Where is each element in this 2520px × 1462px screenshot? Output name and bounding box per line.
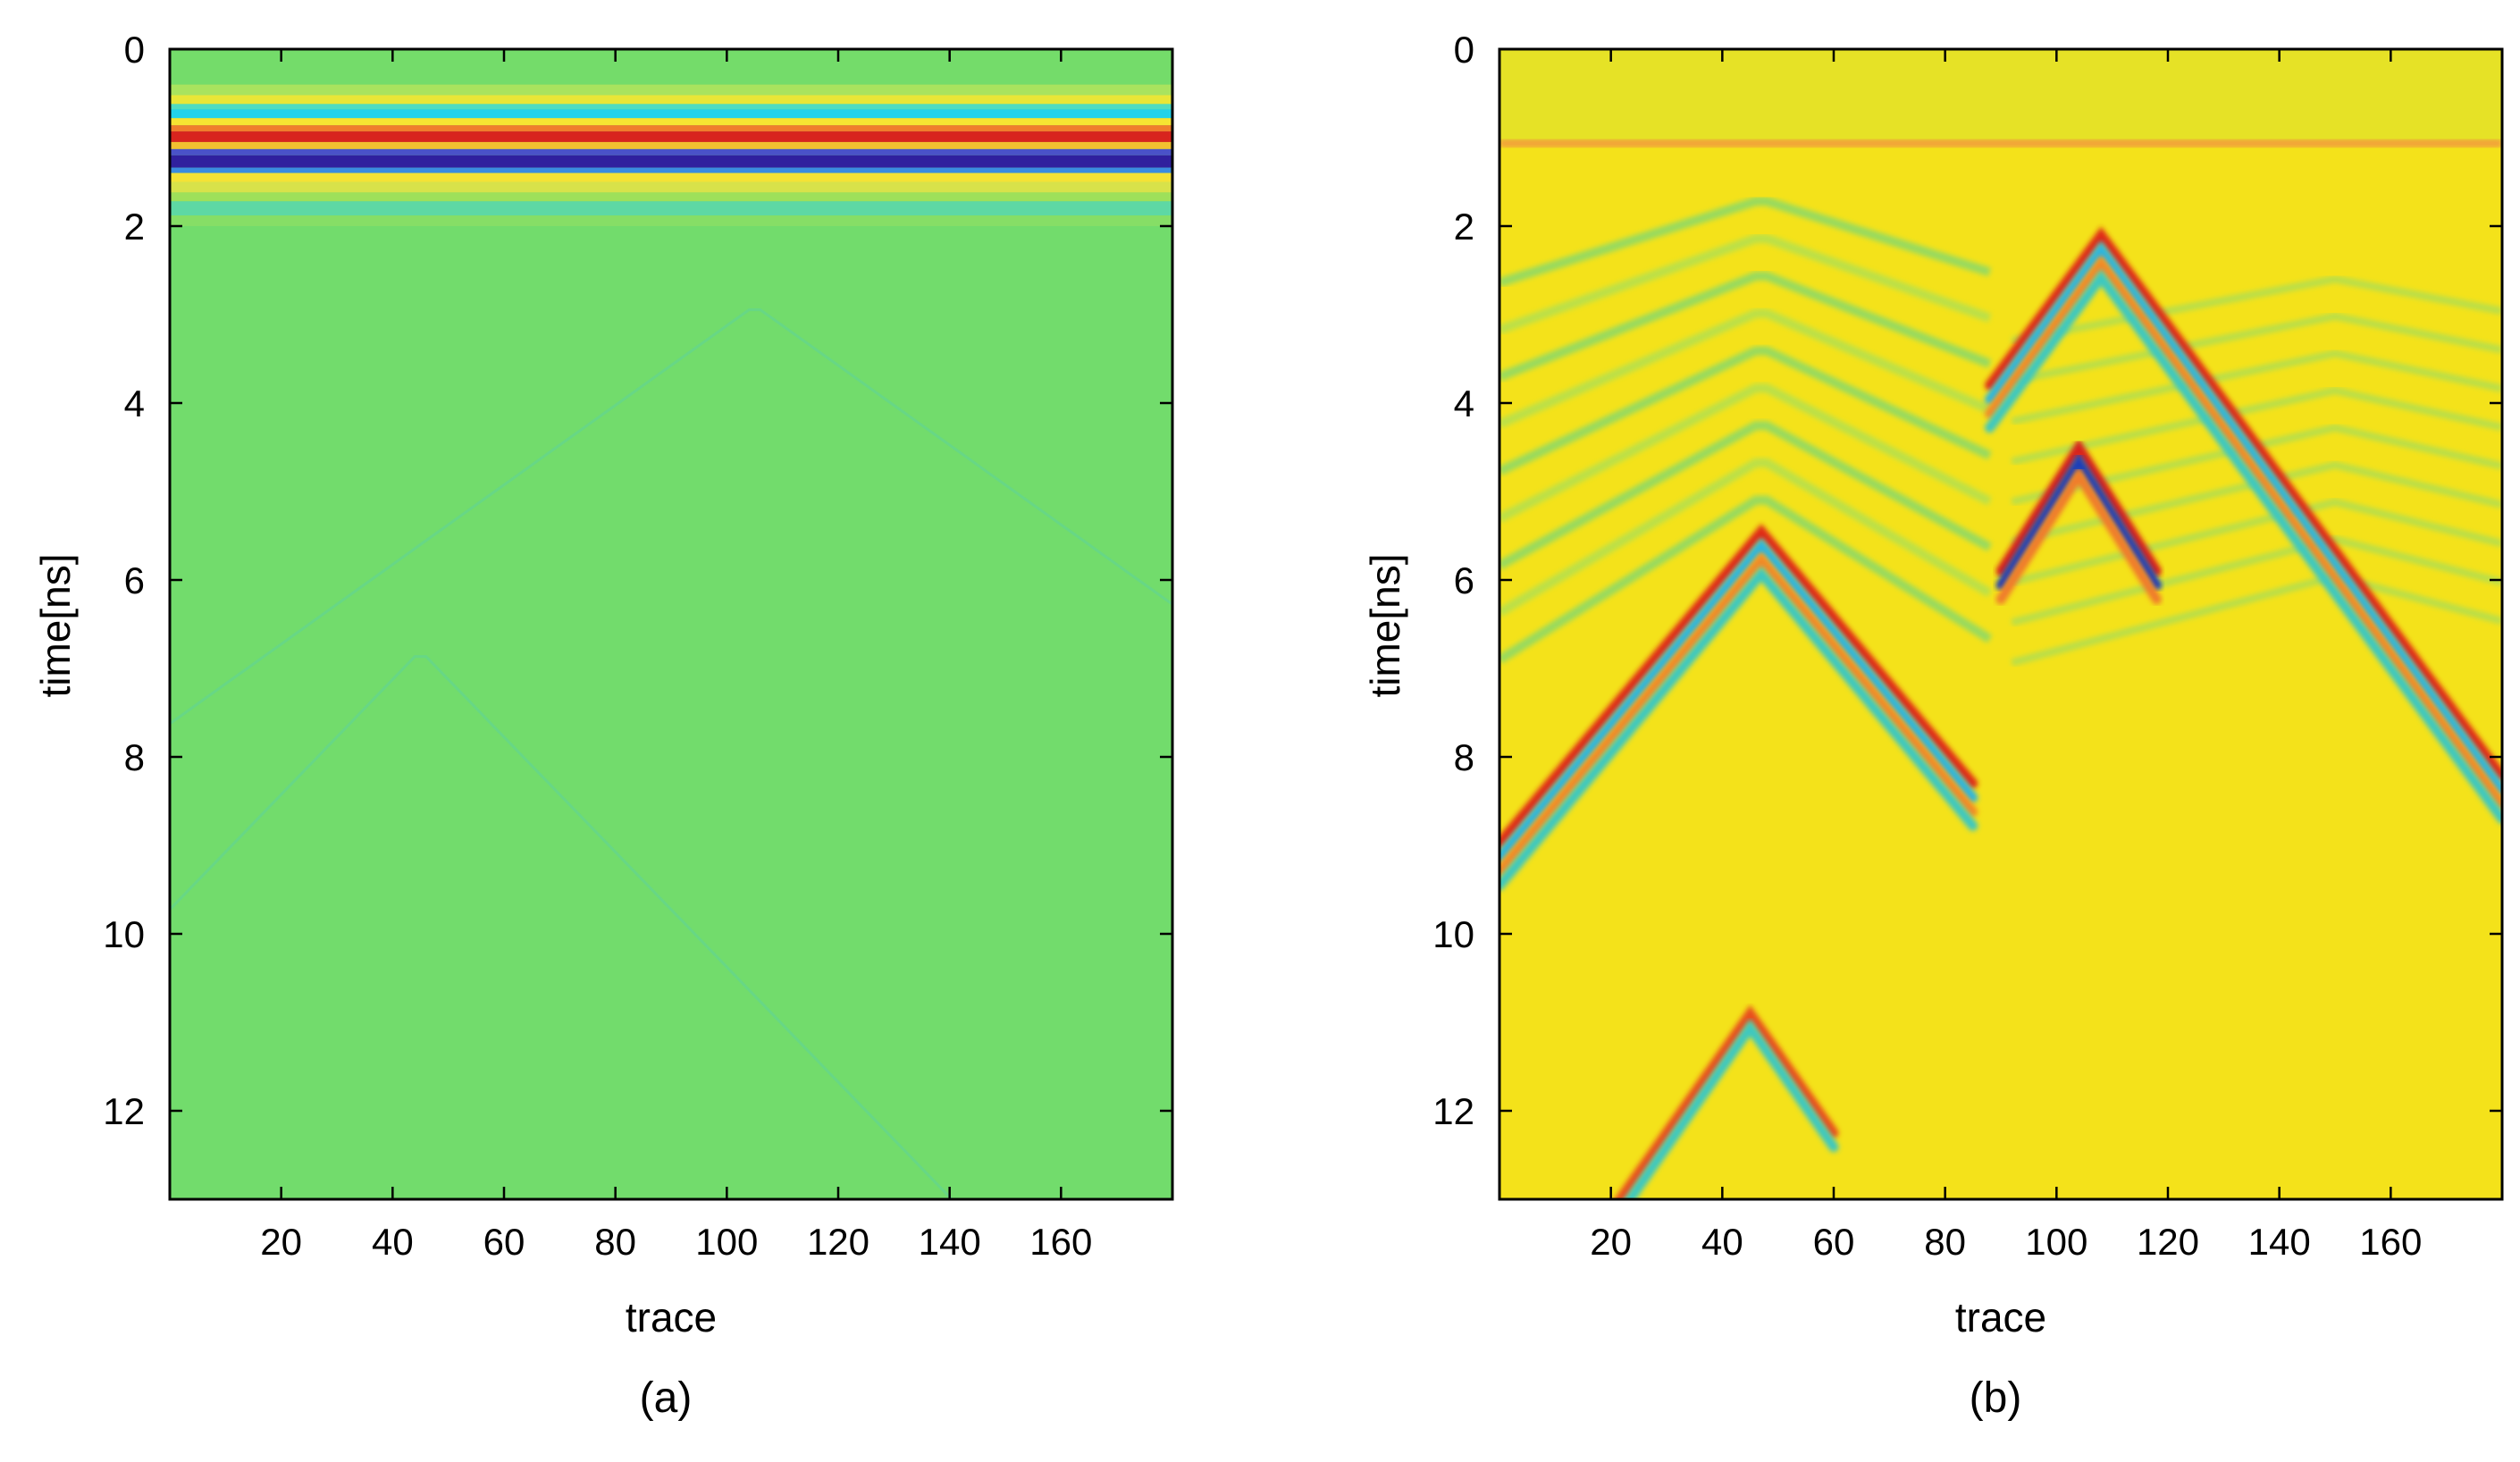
panel-b-x-axis-label: trace xyxy=(1955,1294,2046,1340)
panel-b-ringing-arc xyxy=(2011,349,2502,425)
panel-a-band xyxy=(170,109,1172,119)
panel-b-x-tick-label: 100 xyxy=(2025,1221,2087,1263)
panel-a-band xyxy=(170,155,1172,168)
panel-b-ringing-arc xyxy=(1499,197,1992,288)
panel-a-band xyxy=(170,49,1172,85)
panel-b-hyperbola-reflection xyxy=(1614,1004,1839,1199)
panel-b-y-tick-label: 4 xyxy=(1454,382,1474,424)
panel-a-plot-area xyxy=(170,49,1172,1199)
panel-a-band xyxy=(170,131,1172,142)
panel-b-ringing-arc xyxy=(2011,275,2502,345)
panel-b-ringing-arc xyxy=(2011,312,2502,385)
panel-b-hyperbola-reflection xyxy=(1985,269,2502,824)
panel-b-ringing-arc xyxy=(2011,498,2502,586)
panel-a-faint-hyperbola xyxy=(170,655,954,1199)
panel-a-band xyxy=(170,181,1172,193)
panel-b-label: (b) xyxy=(1970,1374,2022,1422)
panel-a-y-tick-label: 6 xyxy=(124,559,145,601)
panel-b-ringing-arc xyxy=(1499,271,1992,382)
panel-a-band xyxy=(170,167,1172,173)
panel-b-x-tick-label: 40 xyxy=(1701,1221,1743,1263)
panel-a-x-tick-label: 100 xyxy=(695,1221,758,1263)
panel-a-band xyxy=(170,172,1172,182)
panel-b-ringing-arc xyxy=(1499,495,1993,664)
panel-a-label: (a) xyxy=(640,1374,693,1422)
panel-a-x-tick-label: 60 xyxy=(483,1221,525,1263)
panel-b-x-tick-label: 20 xyxy=(1590,1221,1632,1263)
panel-b-hyperbola-reflection xyxy=(1499,537,1978,862)
panel-a-x-tick-label: 160 xyxy=(1029,1221,1092,1263)
panel-b-hyperbola-reflection xyxy=(1985,226,2502,782)
panel-b-ringing-arc xyxy=(1499,308,1992,429)
panel-b-y-tick-label: 6 xyxy=(1454,559,1474,601)
panel-b-ringing-arc xyxy=(1499,383,1992,523)
panel-a-x-tick-label: 140 xyxy=(919,1221,981,1263)
panel-a-y-tick-label: 0 xyxy=(124,29,145,71)
panel-b-y-tick-label: 2 xyxy=(1454,206,1474,248)
panel-a-x-tick-label: 80 xyxy=(594,1221,636,1263)
panel-b-hyperbola-reflection xyxy=(1499,551,1978,877)
panel-b-ringing-arc xyxy=(2011,572,2502,667)
panel-a-band xyxy=(170,148,1172,155)
panel-a-x-tick-label: 20 xyxy=(260,1221,302,1263)
panel-b-ringing-arc xyxy=(2011,387,2502,466)
panel-a-x-tick-label: 120 xyxy=(807,1221,869,1263)
panel-a-band xyxy=(170,104,1172,110)
panel-b-y-axis-label: time[ns] xyxy=(1362,553,1408,697)
panel-b-hyperbola-reflection xyxy=(1985,255,2502,810)
panel-b-ringing-arc xyxy=(1499,421,1992,570)
panel-a-x-axis-label: trace xyxy=(626,1294,717,1340)
panel-b-y-ticks: 2 4 6 8 10 12 xyxy=(1432,206,2502,1132)
panel-b-radargram: 20 40 60 80 100 120 140 160 2 4 6 8 10 12 0 trace ti… xyxy=(1362,29,2504,1422)
panel-b-hyperbola-reflection xyxy=(1499,524,1978,848)
panel-b-y-tick-label: 12 xyxy=(1432,1090,1474,1132)
panel-a-y-axis-label: time[ns] xyxy=(32,553,79,697)
panel-a-y-tick-label: 12 xyxy=(103,1090,145,1132)
panel-b-y-tick-label: 8 xyxy=(1454,736,1474,778)
panel-a-y-tick-label: 8 xyxy=(124,736,145,778)
panel-b-hyperbola-reflection xyxy=(1995,438,2162,576)
panel-b-air-gap xyxy=(1499,49,2502,142)
panel-b-x-tick-label: 80 xyxy=(1924,1221,1966,1263)
panel-b-x-tick-label: 160 xyxy=(2359,1221,2422,1263)
panel-b-ringing-arc xyxy=(2011,535,2502,626)
panel-b-x-tick-label: 120 xyxy=(2137,1221,2199,1263)
panel-b-hyperbola-reflection xyxy=(1995,466,2162,605)
panel-a-y-tick-label: 10 xyxy=(103,913,145,955)
panel-a-x-tick-label: 40 xyxy=(372,1221,414,1263)
panel-a-band xyxy=(170,141,1172,149)
panel-b-direct-wave xyxy=(1499,139,2502,147)
panel-b-background xyxy=(1499,49,2502,1199)
panel-b-plot-area xyxy=(1499,49,2502,1199)
panel-b-hyperbola-reflection xyxy=(1995,451,2162,591)
panel-b-x-tick-label: 60 xyxy=(1813,1221,1855,1263)
panel-a-band xyxy=(170,95,1172,105)
panel-a-y-ticks: 0 2 4 6 8 10 12 xyxy=(103,29,1172,1132)
panel-a-band xyxy=(170,201,1172,216)
panel-a-y-tick-label: 2 xyxy=(124,206,145,248)
panel-a-frame xyxy=(168,47,1174,1201)
panel-b-x-tick-label: 140 xyxy=(2248,1221,2311,1263)
panel-a-y-tick-label: 4 xyxy=(124,382,145,424)
panel-a-radargram: 20 40 60 80 100 120 140 160 0 2 4 6 8 10 12 trace tim… xyxy=(32,29,1174,1422)
panel-b-frame xyxy=(1498,47,2504,1201)
panel-a-background xyxy=(170,49,1172,1199)
panel-b-y-tick-label: 10 xyxy=(1432,913,1474,955)
panel-a-band xyxy=(170,215,1172,226)
panel-b-hyperbola-reflection xyxy=(1499,566,1978,891)
panel-b-hyperbola-reflection xyxy=(1624,1019,1839,1199)
panel-a-band xyxy=(170,118,1172,126)
panel-b-ringing-arc xyxy=(1499,234,1992,334)
panel-b-hyperbola-reflection xyxy=(1985,240,2502,796)
panel-a-x-ticks: 20 40 60 80 100 120 140 160 xyxy=(260,49,1092,1263)
panel-a-faint-hyperbola xyxy=(170,308,1172,726)
panel-a-band xyxy=(170,192,1172,202)
panel-b-x-ticks: 20 40 60 80 100 120 140 160 xyxy=(1590,49,2422,1263)
panel-a-band xyxy=(170,84,1172,96)
panel-b-top-tick-label: 0 xyxy=(1454,29,1474,71)
panel-b-ringing-arc xyxy=(1499,346,1992,475)
panel-a-band xyxy=(170,125,1172,132)
panel-b-ringing-arc xyxy=(1499,458,1993,617)
